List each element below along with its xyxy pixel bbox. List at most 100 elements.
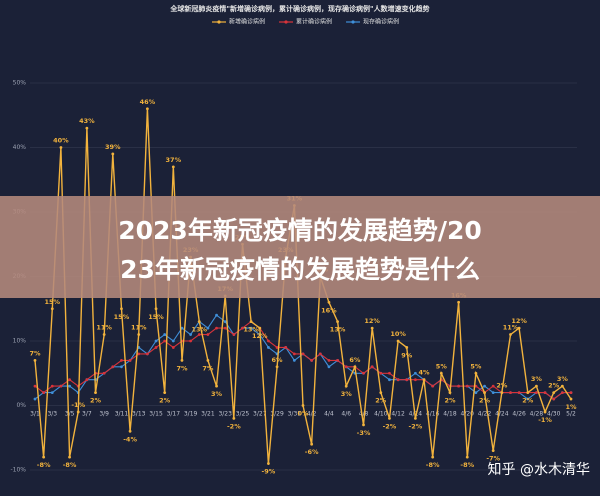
- x-tick-label: 3/29: [270, 411, 284, 418]
- data-label: 3%: [531, 375, 543, 383]
- point: [128, 429, 132, 433]
- data-label: -1%: [71, 401, 85, 409]
- point: [267, 462, 270, 465]
- legend-marker: [284, 20, 288, 24]
- data-label: 12%: [252, 332, 268, 340]
- point: [569, 397, 573, 401]
- x-tick-label: 5/2: [566, 411, 576, 418]
- point: [327, 365, 331, 369]
- plot-area: -10%0%10%20%30%40%50%3/13/33/53/73/93/11…: [10, 80, 577, 476]
- point: [120, 358, 123, 362]
- point: [327, 300, 331, 304]
- point: [483, 391, 486, 394]
- point: [526, 397, 530, 401]
- point: [206, 326, 210, 330]
- data-label: 46%: [140, 98, 156, 106]
- x-tick-label: 4/2: [307, 411, 317, 418]
- x-tick-label: 4/4: [324, 411, 334, 418]
- point: [318, 352, 322, 356]
- data-label: 12%: [511, 317, 527, 325]
- x-tick-label: 3/27: [253, 411, 267, 418]
- point: [215, 384, 218, 388]
- point: [120, 307, 123, 311]
- y-tick-label: 0%: [16, 402, 26, 409]
- point: [275, 365, 279, 369]
- point: [431, 384, 435, 388]
- data-label: -8%: [63, 461, 77, 469]
- point: [223, 320, 227, 324]
- point: [448, 391, 452, 394]
- point: [180, 358, 184, 362]
- point: [102, 333, 106, 336]
- data-label: -6%: [305, 448, 319, 456]
- data-label: 3%: [211, 390, 223, 398]
- data-label: -8%: [37, 461, 51, 469]
- point: [171, 339, 175, 343]
- data-label: 10%: [390, 330, 406, 338]
- data-label: 2%: [375, 397, 387, 405]
- point: [42, 455, 46, 459]
- point: [535, 384, 538, 388]
- data-label: 37%: [166, 156, 182, 164]
- data-label: 11%: [503, 324, 519, 332]
- data-label: 5%: [436, 362, 448, 370]
- point: [396, 378, 400, 382]
- data-label: -7%: [486, 455, 500, 463]
- data-label: 4%: [419, 369, 431, 377]
- data-label: 2%: [90, 397, 102, 405]
- data-label: 16%: [321, 306, 337, 314]
- data-label: -8%: [460, 461, 474, 469]
- data-label: 2%: [496, 382, 508, 390]
- point: [552, 391, 556, 394]
- point: [301, 404, 305, 407]
- point: [102, 371, 106, 375]
- point: [465, 384, 469, 388]
- banner-line: 2023年新冠疫情的发展趋势/20: [118, 216, 482, 245]
- x-tick-label: 4/30: [547, 411, 561, 418]
- point: [370, 365, 374, 369]
- x-tick-label: 4/8: [359, 411, 369, 418]
- point: [491, 391, 495, 394]
- point: [362, 371, 365, 375]
- data-label: -2%: [383, 422, 397, 430]
- point: [292, 352, 296, 356]
- x-tick-label: 3/17: [167, 411, 181, 418]
- point: [560, 384, 564, 388]
- data-label: -3%: [357, 429, 371, 437]
- data-label: 43%: [79, 117, 95, 125]
- point: [310, 358, 314, 362]
- point: [474, 371, 478, 375]
- x-tick-label: 4/10: [374, 411, 388, 418]
- x-tick-label: 3/25: [236, 411, 250, 418]
- x-tick-label: 3/31: [288, 411, 302, 418]
- y-tick-label: -10%: [10, 467, 26, 474]
- y-tick-label: 10%: [13, 338, 27, 345]
- point: [249, 320, 253, 324]
- legend-label: 新增确诊病例: [229, 18, 265, 26]
- point: [197, 320, 201, 324]
- point: [223, 326, 227, 330]
- data-label: 7%: [202, 364, 214, 372]
- point: [509, 333, 512, 336]
- data-label: 3%: [341, 390, 353, 398]
- data-label: 13%: [330, 326, 346, 334]
- data-label: 2%: [548, 382, 560, 390]
- point: [189, 339, 193, 343]
- x-tick-label: 3/7: [82, 411, 92, 418]
- x-tick-label: 4/20: [461, 411, 475, 418]
- point: [145, 352, 149, 356]
- point: [413, 371, 417, 375]
- point: [94, 391, 97, 394]
- point: [137, 352, 141, 356]
- point: [154, 339, 158, 343]
- data-label: 12%: [364, 317, 380, 325]
- data-label: 15%: [148, 313, 164, 321]
- point: [491, 449, 495, 453]
- point: [232, 417, 236, 420]
- point: [120, 365, 123, 369]
- point: [215, 326, 218, 330]
- point: [85, 378, 89, 382]
- point: [405, 346, 409, 349]
- point: [474, 391, 478, 394]
- point: [258, 326, 262, 330]
